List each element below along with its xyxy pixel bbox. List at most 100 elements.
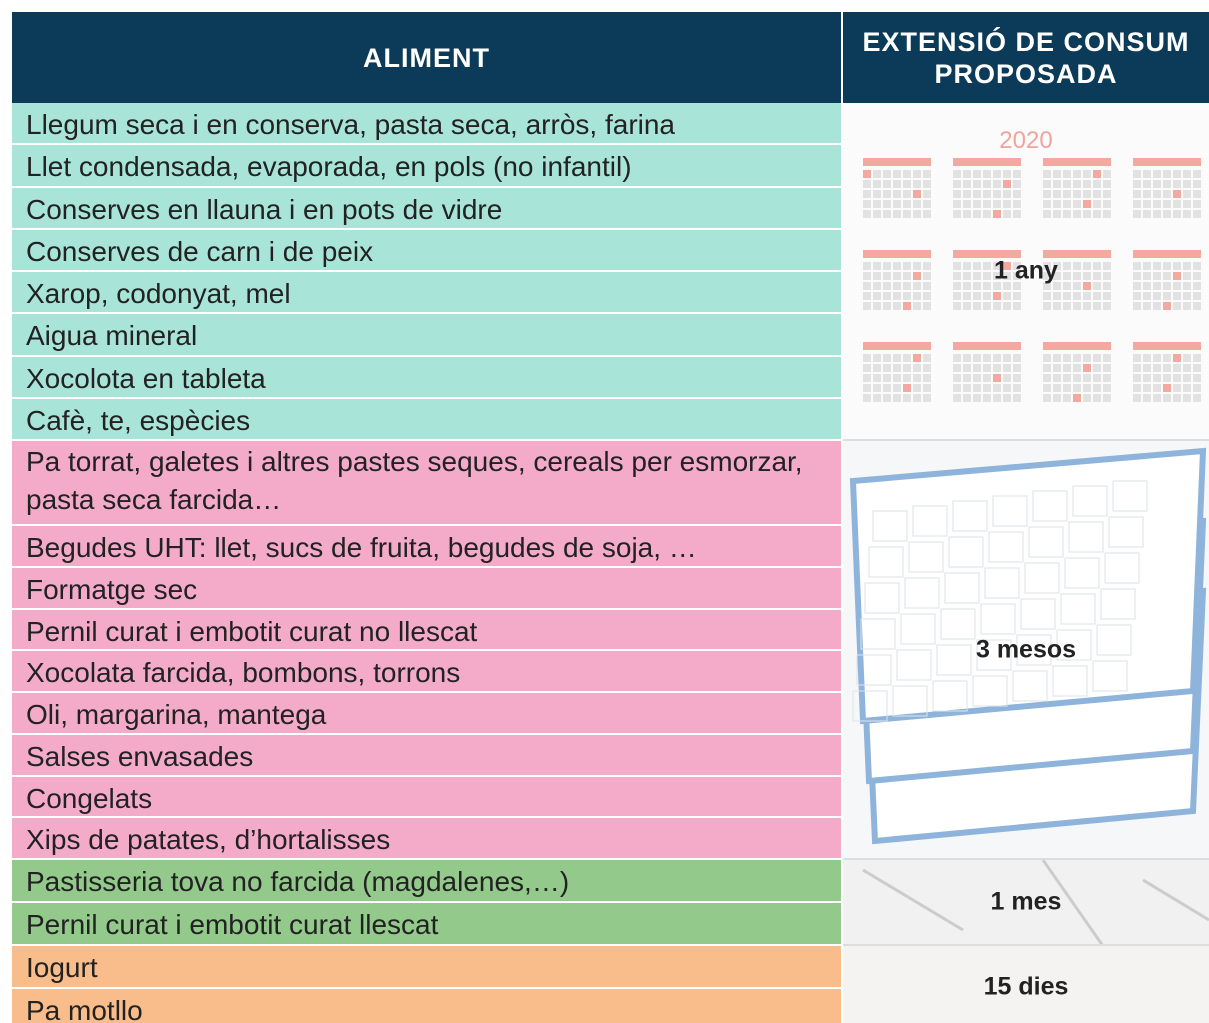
illustration <box>984 567 1020 599</box>
illustration <box>973 292 981 300</box>
illustration <box>1103 272 1111 280</box>
illustration <box>893 200 901 208</box>
illustration <box>1193 394 1201 402</box>
illustration <box>1028 526 1064 558</box>
illustration <box>1133 210 1141 218</box>
illustration <box>893 210 901 218</box>
illustration <box>1183 180 1191 188</box>
illustration <box>883 170 891 178</box>
illustration <box>913 180 921 188</box>
illustration <box>1064 557 1100 589</box>
illustration <box>883 282 891 290</box>
illustration <box>863 374 871 382</box>
illustration <box>883 200 891 208</box>
food-item: Pastisseria tova no farcida (magdalenes,… <box>12 860 843 903</box>
illustration <box>1133 180 1141 188</box>
illustration <box>1003 272 1011 280</box>
illustration <box>893 354 901 362</box>
illustration <box>1073 354 1081 362</box>
illustration <box>1153 262 1161 270</box>
illustration <box>1013 374 1021 382</box>
food-item: Begudes UHT: llet, sucs de fruita, begud… <box>12 526 843 568</box>
illustration <box>1083 170 1091 178</box>
illustration <box>1063 272 1071 280</box>
illustration <box>903 354 911 362</box>
illustration <box>1053 354 1061 362</box>
illustration <box>963 200 971 208</box>
illustration <box>1073 180 1081 188</box>
illustration <box>1013 272 1021 280</box>
illustration <box>953 170 961 178</box>
illustration <box>940 608 976 640</box>
illustration <box>1173 180 1181 188</box>
illustration <box>923 282 931 290</box>
illustration <box>913 170 921 178</box>
illustration <box>953 210 961 218</box>
illustration <box>1093 394 1101 402</box>
illustration <box>983 374 991 382</box>
illustration <box>973 282 981 290</box>
illustration <box>1103 180 1111 188</box>
illustration <box>1043 262 1051 270</box>
food-item: Llet condensada, evaporada, en pols (no … <box>12 145 843 188</box>
illustration <box>1143 384 1151 392</box>
illustration <box>1133 250 1201 258</box>
illustration <box>903 364 911 372</box>
illustration <box>1093 210 1101 218</box>
illustration <box>1083 180 1091 188</box>
illustration <box>993 200 1001 208</box>
food-item: Formatge sec <box>12 567 843 610</box>
illustration <box>1183 272 1191 280</box>
illustration <box>903 190 911 198</box>
illustration <box>873 180 881 188</box>
illustration <box>1133 342 1201 350</box>
illustration <box>993 302 1001 310</box>
illustration <box>963 180 971 188</box>
illustration <box>1073 272 1081 280</box>
illustration <box>1193 210 1201 218</box>
illustration <box>913 282 921 290</box>
illustration <box>913 272 921 280</box>
illustration <box>1013 170 1021 178</box>
illustration <box>1083 190 1091 198</box>
illustration <box>923 180 931 188</box>
food-item: Xocolata farcida, bombons, torrons <box>12 651 843 693</box>
illustration <box>993 170 1001 178</box>
illustration <box>913 374 921 382</box>
illustration <box>1163 200 1171 208</box>
illustration <box>1073 282 1081 290</box>
illustration <box>883 302 891 310</box>
illustration <box>953 342 1021 350</box>
food-item: Conserves de carn i de peix <box>12 229 843 272</box>
illustration <box>1153 374 1161 382</box>
illustration <box>1043 180 1051 188</box>
illustration <box>1063 180 1071 188</box>
illustration <box>1083 374 1091 382</box>
illustration <box>913 190 921 198</box>
illustration <box>923 210 931 218</box>
illustration <box>1163 170 1171 178</box>
illustration <box>1093 292 1101 300</box>
illustration <box>983 384 991 392</box>
illustration <box>963 354 971 362</box>
illustration <box>1012 670 1048 702</box>
illustration <box>1003 200 1011 208</box>
illustration <box>1053 394 1061 402</box>
illustration <box>1183 394 1191 402</box>
illustration <box>923 374 931 382</box>
illustration <box>1063 170 1071 178</box>
illustration <box>1183 200 1191 208</box>
header-food: ALIMENT <box>12 12 843 103</box>
illustration <box>973 364 981 372</box>
illustration <box>873 210 881 218</box>
illustration <box>1163 354 1171 362</box>
food-item: Pernil curat i embotit curat llescat <box>12 903 843 946</box>
food-item: Oli, margarina, mantega <box>12 693 843 735</box>
illustration <box>1193 190 1201 198</box>
illustration <box>1133 190 1141 198</box>
illustration <box>903 292 911 300</box>
illustration <box>976 639 1012 671</box>
illustration <box>1153 210 1161 218</box>
illustration <box>1193 282 1201 290</box>
illustration <box>1153 364 1161 372</box>
